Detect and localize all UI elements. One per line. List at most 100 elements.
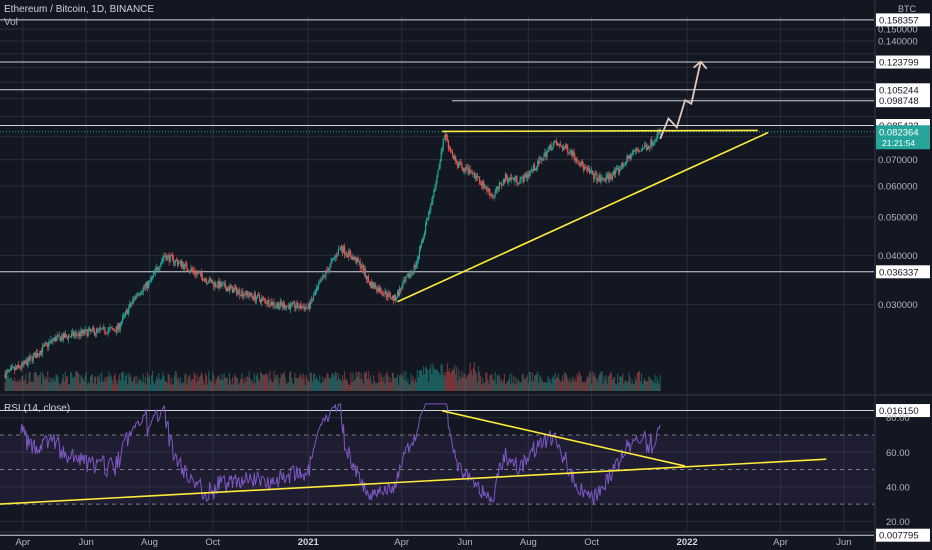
volume-bar <box>546 382 548 391</box>
candle-body <box>143 287 145 289</box>
volume-bar <box>285 384 288 391</box>
candle-body <box>453 156 455 159</box>
candle-body <box>633 151 635 152</box>
volume-bar <box>72 376 74 391</box>
volume-bar <box>477 366 480 391</box>
volume-bar <box>429 368 431 391</box>
candle-body <box>25 360 27 364</box>
volume-bar <box>213 375 215 391</box>
volume-bar <box>640 373 643 391</box>
rsi-label[interactable]: RSI (14, close) <box>4 403 71 414</box>
volume-bar <box>225 377 227 391</box>
volume-bar <box>514 384 516 391</box>
candle-body <box>153 272 155 276</box>
candle-body <box>223 283 225 285</box>
candle-body <box>155 268 157 273</box>
volume-bar <box>631 379 633 391</box>
candle-body <box>345 253 347 255</box>
volume-bar <box>637 371 639 391</box>
volume-bar <box>18 382 20 391</box>
candle-body <box>301 306 303 309</box>
volume-bar <box>31 381 33 391</box>
volume-bar <box>396 374 399 391</box>
volume-bar <box>590 373 592 391</box>
candle-body <box>551 147 553 150</box>
volume-bar <box>356 377 358 391</box>
volume-bar <box>169 384 171 391</box>
volume-bar <box>148 375 151 391</box>
volume-bar <box>322 376 324 391</box>
candle-body <box>546 151 548 157</box>
candle-body <box>60 336 62 342</box>
candle-body <box>117 323 119 330</box>
volume-bar <box>558 379 561 391</box>
volume-bar <box>30 381 32 391</box>
volume-bar <box>549 380 551 391</box>
candle-body <box>499 183 501 184</box>
volume-bar <box>578 371 580 391</box>
volume-bar <box>75 371 77 391</box>
volume-bar <box>157 378 159 391</box>
candle-body <box>32 354 34 362</box>
candle-body <box>377 287 379 292</box>
candle-body <box>135 294 137 299</box>
volume-bar <box>653 382 655 391</box>
volume-bar <box>127 384 129 391</box>
volume-bar <box>417 377 419 391</box>
candle-body <box>283 303 286 309</box>
candle-body <box>307 303 309 308</box>
volume-bar <box>624 380 626 391</box>
volume-bar <box>441 364 443 391</box>
candle-body <box>516 176 518 183</box>
candle-body <box>535 169 537 171</box>
volume-bar <box>448 368 451 391</box>
candle-body <box>47 343 49 347</box>
candle-body <box>469 169 471 173</box>
candle-body <box>184 263 186 269</box>
volume-bar <box>65 376 68 391</box>
candle-body <box>65 334 68 337</box>
candle-body <box>397 291 400 296</box>
candle-body <box>174 260 177 263</box>
candle-body <box>536 166 538 170</box>
symbol-title[interactable]: Ethereum / Bitcoin, 1D, BINANCE <box>4 4 155 15</box>
candle-body <box>561 147 564 150</box>
volume-bar <box>430 363 432 391</box>
volume-bar <box>602 383 604 391</box>
time-axis-tick: Oct <box>584 537 599 548</box>
candle-body <box>478 176 481 184</box>
candle-body <box>512 177 514 179</box>
volume-bar <box>87 382 89 391</box>
volume-bar <box>504 383 507 391</box>
candle-body <box>359 261 361 268</box>
volume-bar <box>117 379 119 391</box>
volume-bar <box>230 384 233 391</box>
volume-bar <box>613 377 616 391</box>
volume-bar <box>78 373 80 391</box>
volume-bar <box>539 375 541 391</box>
candle-body <box>186 263 188 270</box>
time-axis-tick: 2022 <box>677 537 698 548</box>
volume-bar <box>241 373 243 391</box>
candle-body <box>58 334 60 337</box>
candle-body <box>424 225 427 234</box>
volume-bar <box>411 380 413 391</box>
candle-body <box>415 264 417 268</box>
volume-bar <box>635 380 637 391</box>
candle-body <box>205 279 208 283</box>
candle-body <box>531 169 534 171</box>
time-axis-tick: Jun <box>457 537 472 548</box>
candle-body <box>653 142 655 144</box>
candle-body <box>485 186 487 189</box>
candle-body <box>606 174 608 176</box>
volume-bar <box>568 381 570 391</box>
volume-bar <box>561 374 564 391</box>
volume-bar <box>44 379 46 391</box>
candle-body <box>251 295 253 297</box>
volume-bar <box>67 383 70 391</box>
volume-bar <box>57 376 59 391</box>
volume-bar <box>186 384 188 391</box>
candle-body <box>612 171 615 176</box>
volume-bar <box>481 384 483 391</box>
